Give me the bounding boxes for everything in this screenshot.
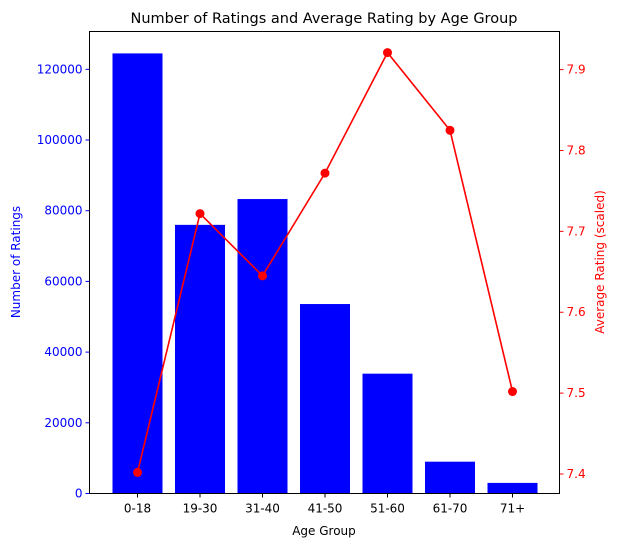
x-axis-label: Age Group	[292, 524, 356, 538]
line-series	[133, 48, 517, 477]
bar-0-18	[112, 53, 163, 494]
rating-point-51-60	[383, 48, 392, 58]
x-axis: 0-18 19-30 31-40 41-50 51-60 61-70 71+	[124, 493, 525, 516]
chart-title: Number of Ratings and Average Rating by …	[131, 11, 518, 27]
left-tick-label: 0	[75, 487, 83, 501]
right-y-axis: 7.4 7.5 7.6 7.7 7.8 7.9	[559, 63, 586, 481]
bar-31-40	[237, 199, 288, 494]
bar-51-60	[362, 373, 413, 494]
rating-point-41-50	[320, 168, 330, 178]
bar-series	[112, 53, 538, 494]
x-tick-label: 31-40	[245, 502, 280, 516]
rating-point-61-70	[445, 125, 455, 135]
left-tick-label: 100000	[37, 133, 83, 147]
plot-frame	[89, 31, 560, 494]
left-tick-label: 120000	[37, 62, 83, 76]
right-tick-label: 7.4	[567, 467, 586, 481]
right-tick-label: 7.7	[567, 224, 586, 238]
left-tick-label: 20000	[44, 416, 82, 430]
bar-41-50	[300, 304, 350, 494]
rating-point-31-40	[258, 271, 267, 281]
rating-point-19-30	[195, 209, 205, 219]
x-tick-label: 71+	[500, 502, 525, 516]
left-tick-label: 60000	[44, 274, 82, 288]
rating-point-71+	[508, 387, 517, 397]
bar-61-70	[425, 461, 475, 494]
right-tick-label: 7.5	[567, 386, 586, 400]
x-tick-label: 0-18	[124, 502, 151, 516]
right-tick-label: 7.9	[567, 63, 586, 77]
x-tick-label: 61-70	[433, 502, 468, 516]
left-tick-label: 80000	[44, 204, 82, 218]
right-tick-label: 7.8	[567, 143, 586, 157]
rating-point-0-18	[133, 467, 142, 477]
right-y-axis-label: Average Rating (scaled)	[593, 190, 607, 334]
x-tick-label: 41-50	[308, 502, 343, 516]
bar-19-30	[175, 224, 225, 494]
x-tick-label: 51-60	[370, 502, 405, 516]
left-tick-label: 40000	[44, 345, 82, 359]
right-tick-label: 7.6	[567, 305, 586, 319]
left-y-axis-label: Number of Ratings	[9, 206, 23, 318]
left-y-axis: 0 20000 40000 60000 80000 100000 120000	[37, 62, 90, 501]
bar-71+	[487, 482, 538, 494]
x-tick-label: 19-30	[183, 502, 218, 516]
